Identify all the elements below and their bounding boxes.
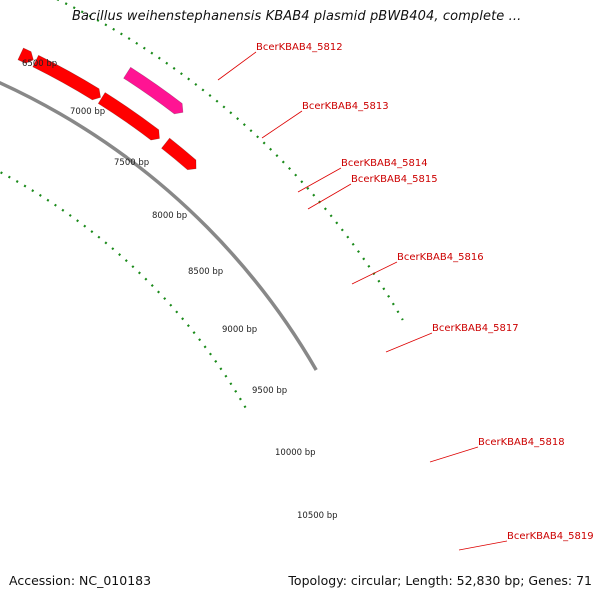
gene-label[interactable]: BcerKBAB4_5813 [302,101,389,112]
gene-5818-red[interactable] [97,92,160,141]
gene-leader-line [297,167,342,193]
gene-leader-line [429,446,479,463]
gene-label[interactable]: BcerKBAB4_5817 [432,323,519,334]
scale-tick-label: 9500 bp [252,386,287,396]
gene-features [17,47,197,171]
gene-labels: BcerKBAB4_5812 BcerKBAB4_5813 BcerKBAB4_58… [217,42,594,551]
scale-tick-label: 8500 bp [188,267,223,277]
scale-tick-label: 10500 bp [297,511,338,521]
inner-dotted-ring [0,170,248,411]
accession-text: Accession: NC_010183 [9,573,152,588]
gene-label[interactable]: BcerKBAB4_5814 [341,158,428,169]
scale-tick-label: 7000 bp [70,107,105,117]
scale-tick-label: 6500 bp [22,59,57,69]
map-rings [0,0,404,411]
gene-leader-line [217,51,257,81]
map-title: Bacillus weihenstephanensis KBAB4 plasmi… [72,9,522,24]
scale-ticks: 6500 bp 7000 bp 7500 bp 8000 bp 8500 bp 9000 … [22,59,338,521]
gene-label[interactable]: BcerKBAB4_5815 [351,174,438,185]
gene-label[interactable]: BcerKBAB4_5812 [256,42,343,53]
gene-5818-pink[interactable] [123,66,184,115]
gene-leader-line [261,110,303,139]
gene-leader-line [385,332,433,353]
gene-5819[interactable] [161,137,197,171]
scale-tick-label: 10000 bp [275,448,316,458]
scale-tick-label: 8000 bp [152,211,187,221]
scale-tick-label: 7500 bp [114,158,149,168]
scale-tick-label: 9000 bp [222,325,257,335]
gene-leader-line [458,540,508,551]
topology-summary: Topology: circular; Length: 52,830 bp; G… [288,573,592,588]
gene-leader-line [351,261,398,285]
gene-5817[interactable] [32,54,101,101]
gene-5816[interactable] [17,47,34,64]
gene-label[interactable]: BcerKBAB4_5819 [507,531,594,542]
backbone-circle [0,81,318,371]
gene-label[interactable]: BcerKBAB4_5816 [397,252,484,263]
outer-dotted-ring [55,0,404,321]
gene-leader-line [307,183,352,210]
gene-label[interactable]: BcerKBAB4_5818 [478,437,565,448]
